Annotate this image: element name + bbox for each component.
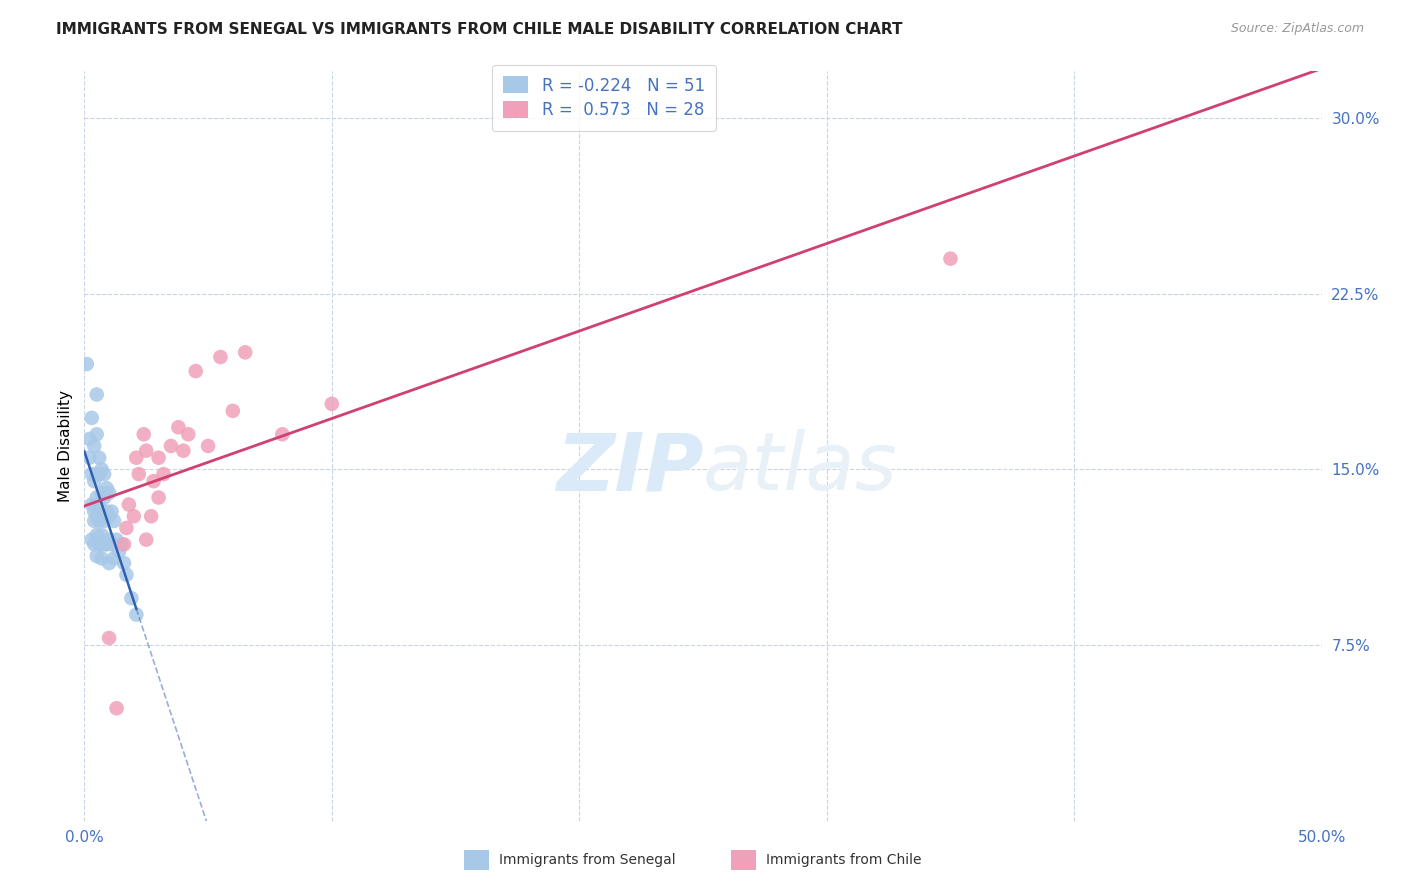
Point	[89, 498, 111, 512]
Point	[321, 397, 343, 411]
Point	[122, 509, 145, 524]
Point	[96, 537, 118, 551]
Point	[86, 427, 108, 442]
Point	[93, 491, 115, 505]
Point	[93, 514, 115, 528]
Point	[222, 404, 245, 418]
Point	[132, 427, 155, 442]
Point	[98, 509, 121, 524]
Point	[135, 533, 157, 547]
Point	[152, 467, 174, 482]
Point	[96, 505, 118, 519]
Point	[148, 450, 170, 465]
Point	[98, 556, 121, 570]
Point	[80, 498, 103, 512]
Point	[90, 528, 112, 542]
Point	[86, 528, 108, 542]
Point	[148, 491, 170, 505]
Point	[103, 551, 125, 566]
Point	[90, 509, 112, 524]
Point	[128, 467, 150, 482]
Point	[271, 427, 294, 442]
Point	[184, 364, 207, 378]
Point	[100, 505, 122, 519]
Point	[93, 537, 115, 551]
Point	[86, 491, 108, 505]
Point	[86, 387, 108, 401]
Point	[83, 474, 105, 488]
Point	[98, 533, 121, 547]
Point	[83, 439, 105, 453]
Point	[115, 521, 138, 535]
Point	[86, 509, 108, 524]
Text: atlas: atlas	[703, 429, 898, 508]
Point	[172, 443, 194, 458]
Point	[96, 481, 118, 495]
Point	[135, 443, 157, 458]
Point	[112, 556, 135, 570]
Point	[141, 509, 163, 524]
Point	[209, 350, 232, 364]
Text: Source: ZipAtlas.com: Source: ZipAtlas.com	[1230, 22, 1364, 36]
Point	[90, 485, 112, 500]
Point	[120, 591, 142, 606]
Point	[90, 551, 112, 566]
Point	[233, 345, 256, 359]
Point	[79, 450, 101, 465]
Point	[83, 505, 105, 519]
Point	[89, 467, 111, 482]
Point	[98, 631, 121, 645]
Point	[939, 252, 962, 266]
Text: IMMIGRANTS FROM SENEGAL VS IMMIGRANTS FROM CHILE MALE DISABILITY CORRELATION CHA: IMMIGRANTS FROM SENEGAL VS IMMIGRANTS FR…	[56, 22, 903, 37]
Point	[103, 514, 125, 528]
Point	[89, 450, 111, 465]
Point	[76, 357, 98, 371]
Point	[112, 537, 135, 551]
Point	[125, 450, 148, 465]
Point	[86, 467, 108, 482]
Text: Immigrants from Chile: Immigrants from Chile	[766, 853, 922, 867]
Point	[79, 432, 101, 446]
Text: ZIP: ZIP	[555, 429, 703, 508]
Point	[110, 537, 132, 551]
Text: Immigrants from Senegal: Immigrants from Senegal	[499, 853, 676, 867]
Point	[125, 607, 148, 622]
Point	[89, 514, 111, 528]
Point	[93, 467, 115, 482]
Point	[86, 549, 108, 563]
Legend: R = -0.224   N = 51, R =  0.573   N = 28: R = -0.224 N = 51, R = 0.573 N = 28	[492, 65, 717, 131]
Y-axis label: Male Disability: Male Disability	[58, 390, 73, 502]
Point	[105, 533, 128, 547]
Point	[80, 411, 103, 425]
Point	[80, 467, 103, 482]
Point	[105, 701, 128, 715]
Point	[108, 544, 131, 558]
Point	[83, 537, 105, 551]
Point	[167, 420, 190, 434]
Point	[83, 514, 105, 528]
Point	[177, 427, 200, 442]
Point	[115, 567, 138, 582]
Point	[160, 439, 183, 453]
Point	[118, 498, 141, 512]
Point	[80, 533, 103, 547]
Point	[90, 462, 112, 476]
Point	[98, 485, 121, 500]
Point	[100, 537, 122, 551]
Point	[89, 537, 111, 551]
Point	[197, 439, 219, 453]
Point	[142, 474, 165, 488]
